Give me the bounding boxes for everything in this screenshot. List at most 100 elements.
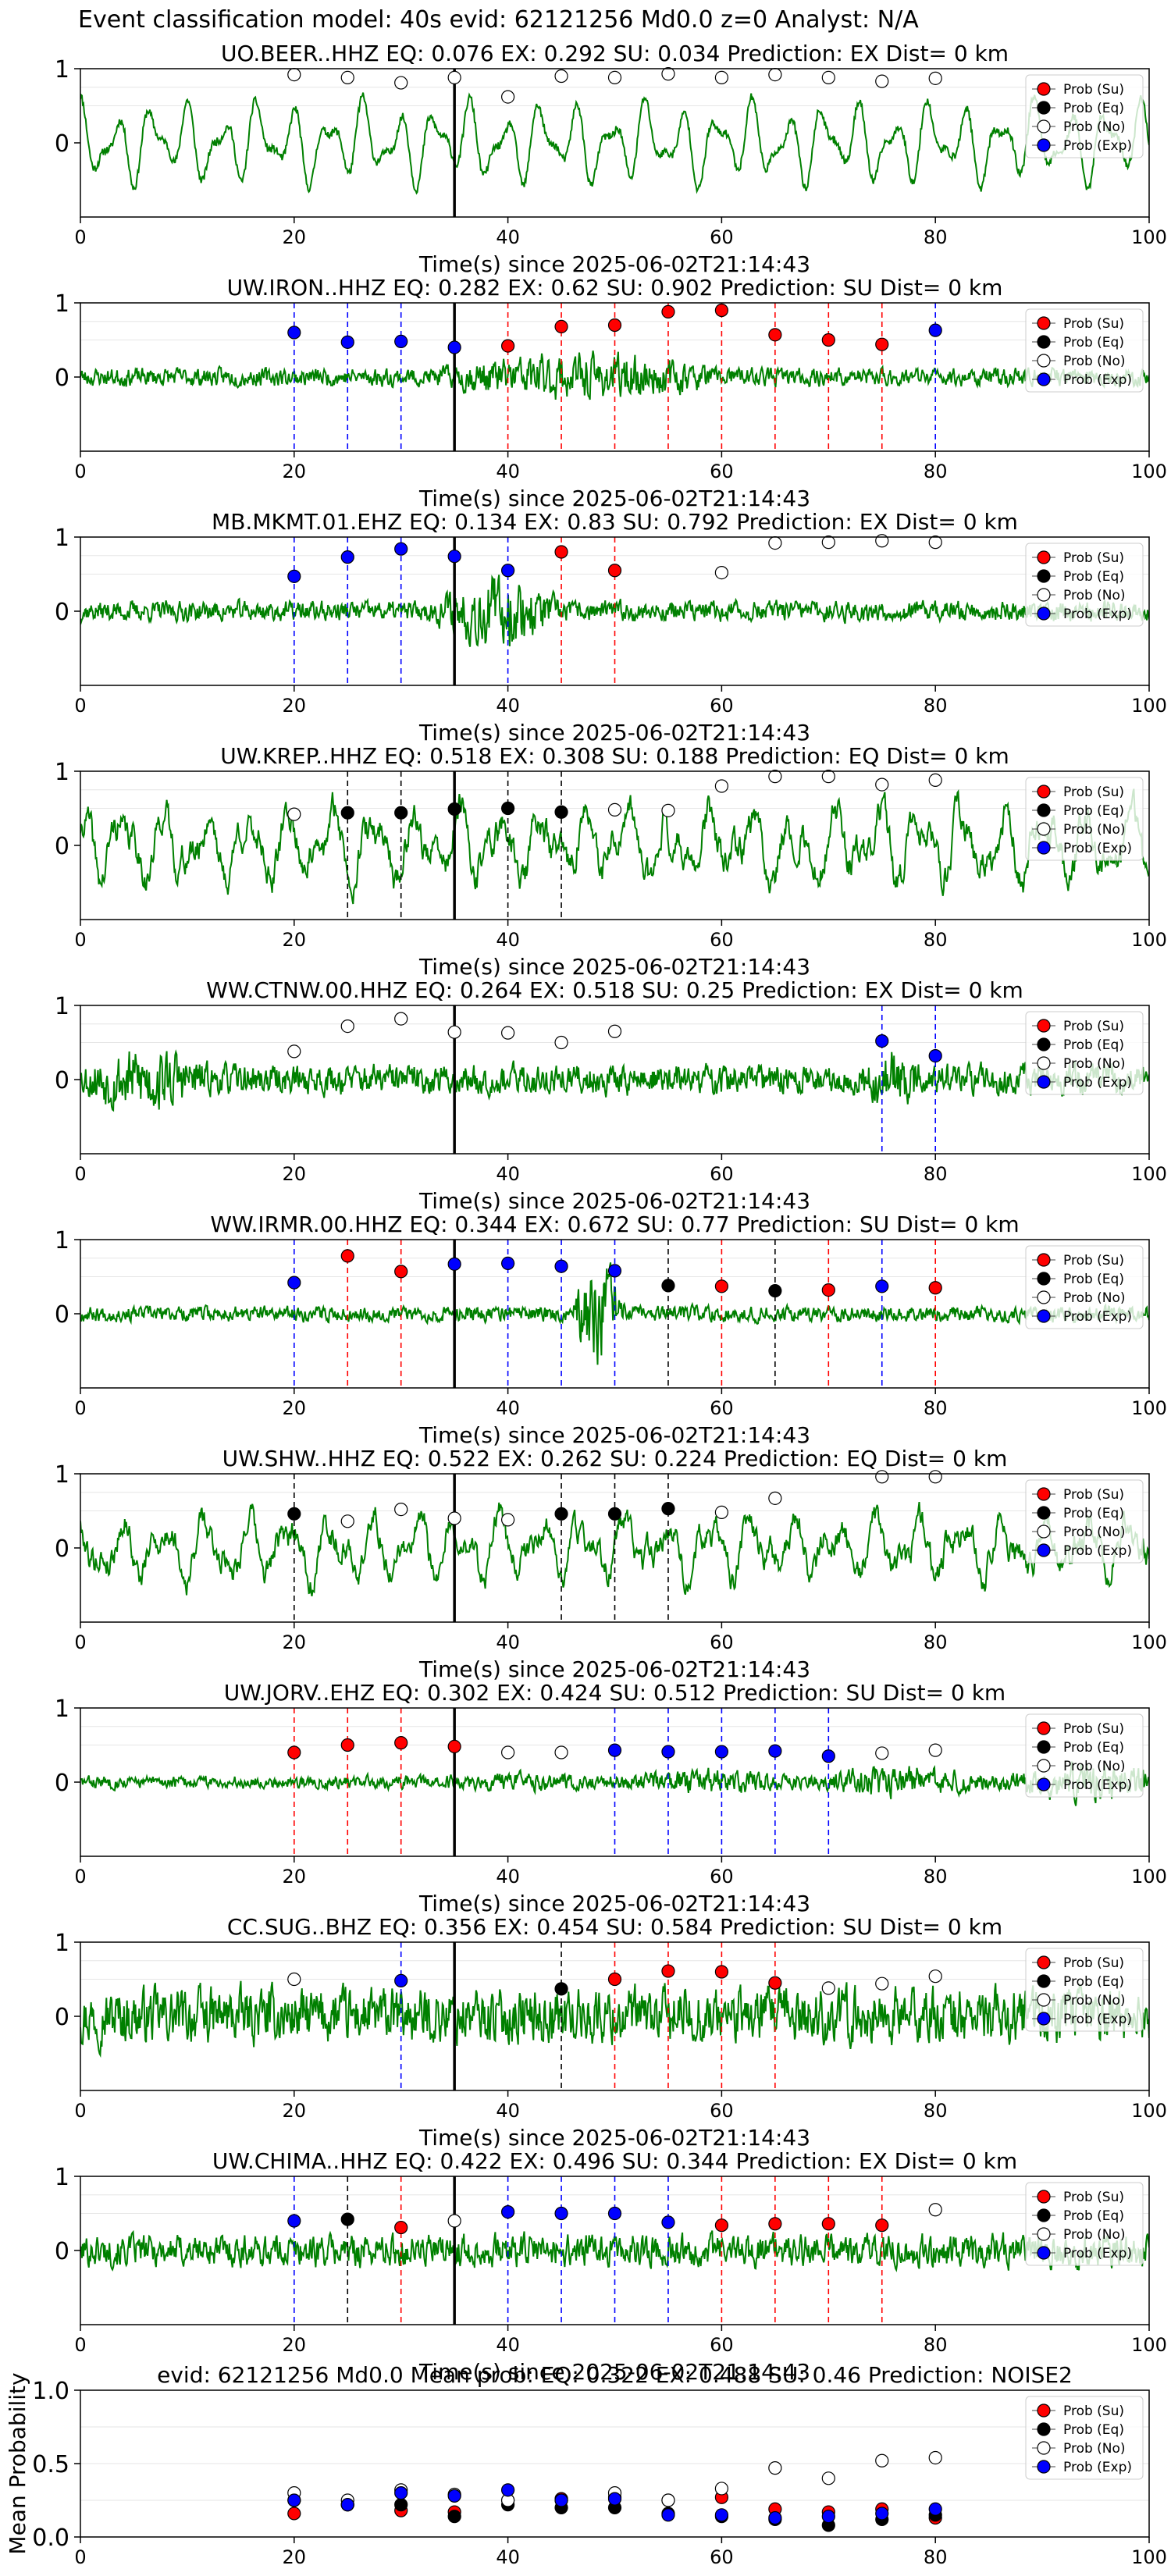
- mean-marker-eq: [394, 2498, 408, 2512]
- prob-marker-su: [928, 1281, 942, 1295]
- x-axis-label: Time(s) since 2025-06-02T21:14:43: [418, 720, 810, 745]
- prob-marker-exp: [394, 334, 408, 348]
- legend-marker-su: [1037, 1955, 1051, 1969]
- legend-frame: [1025, 1713, 1144, 1798]
- x-tick-label: 0: [74, 1397, 86, 1419]
- legend: Prob (Su) Prob (Eq) Prob (No) Prob (Exp): [1025, 308, 1144, 393]
- legend-marker-exp: [1037, 2460, 1051, 2474]
- legend-marker-su: [1037, 82, 1051, 96]
- legend-label: Prob (Eq): [1063, 1740, 1124, 1756]
- axes-frame: [80, 770, 1150, 920]
- prob-marker-exp: [554, 2206, 568, 2221]
- legend-marker-no: [1037, 1056, 1051, 1070]
- legend-label: Prob (Su): [1063, 2190, 1124, 2205]
- legend-marker-exp: [1037, 841, 1051, 855]
- x-tick-label: 60: [710, 1631, 734, 1653]
- prob-marker-no: [500, 1745, 515, 1759]
- legend-marker-exp: [1037, 1777, 1051, 1791]
- prob-marker-no: [287, 1044, 301, 1059]
- legend-marker-exp: [1037, 2246, 1051, 2260]
- x-tick-label: 100: [1131, 1866, 1167, 1888]
- legend-marker-no: [1037, 2227, 1051, 2241]
- prob-marker-exp: [661, 2215, 675, 2229]
- y-tick-label: 0.5: [32, 2451, 69, 2478]
- x-tick-label: 20: [283, 2100, 307, 2122]
- legend-label: Prob (No): [1063, 588, 1126, 603]
- legend-label: Prob (No): [1063, 354, 1126, 369]
- mean-marker-exp: [340, 2498, 354, 2512]
- y-tick-label: 1: [55, 290, 69, 318]
- x-tick-label: 100: [1131, 1397, 1167, 1419]
- x-tick-label: 100: [1131, 1163, 1167, 1185]
- y-tick-label: 1: [55, 1227, 69, 1254]
- x-axis-label: Time(s) since 2025-06-02T21:14:43: [418, 2125, 810, 2151]
- y-tick-label: 0: [55, 1535, 69, 1563]
- x-tick-label: 40: [496, 1397, 520, 1419]
- legend-frame: [1025, 2182, 1144, 2266]
- legend-label: Prob (Eq): [1063, 1506, 1124, 1521]
- legend-frame: [1025, 308, 1144, 393]
- prob-marker-su: [607, 1972, 622, 1987]
- legend-marker-no: [1037, 1525, 1051, 1539]
- legend-label: Prob (No): [1063, 1056, 1126, 1072]
- prob-marker-exp: [928, 323, 942, 337]
- prob-marker-su: [768, 2217, 782, 2231]
- mean-marker-exp: [821, 2510, 835, 2524]
- prob-marker-eq: [500, 801, 515, 816]
- legend-marker-no: [1037, 1290, 1051, 1304]
- mean-marker-eq: [447, 2510, 461, 2524]
- prob-marker-no: [875, 777, 889, 792]
- prob-marker-no: [714, 779, 729, 793]
- panel-9: CC.SUG..BHZ EQ: 0.356 EX: 0.454 SU: 0.58…: [55, 1914, 1167, 2151]
- chart-title: WW.IRMR.00.HHZ EQ: 0.344 EX: 0.672 SU: 0…: [210, 1212, 1019, 1237]
- legend-marker-su: [1037, 2190, 1051, 2204]
- prob-marker-su: [768, 1976, 782, 1990]
- prob-marker-no: [768, 1491, 782, 1505]
- y-tick-label: 0: [55, 1067, 69, 1094]
- prob-marker-exp: [607, 1264, 622, 1278]
- y-tick-label: 1: [55, 1461, 69, 1489]
- legend-label: Prob (Su): [1063, 82, 1124, 98]
- x-tick-label: 60: [710, 2334, 734, 2356]
- prob-marker-su: [607, 318, 622, 333]
- legend-label: Prob (Su): [1063, 2403, 1124, 2419]
- legend: Prob (Su) Prob (Eq) Prob (No) Prob (Exp): [1025, 1948, 1144, 2032]
- y-tick-label: 1: [55, 759, 69, 786]
- prob-marker-exp: [768, 1744, 782, 1758]
- y-tick-label: 0: [55, 599, 69, 626]
- legend-label: Prob (Eq): [1063, 2422, 1124, 2438]
- mean-marker-exp: [394, 2486, 408, 2500]
- y-tick-label: 0: [55, 130, 69, 158]
- prob-marker-eq: [661, 1502, 675, 1516]
- prob-marker-eq: [661, 1279, 675, 1293]
- x-tick-label: 20: [283, 2546, 307, 2568]
- legend-marker-eq: [1037, 569, 1051, 583]
- x-tick-label: 40: [496, 1163, 520, 1185]
- x-tick-label: 80: [924, 695, 948, 717]
- panel-10: UW.CHIMA..HHZ EQ: 0.422 EX: 0.496 SU: 0.…: [55, 2148, 1167, 2385]
- x-tick-label: 80: [924, 2334, 948, 2356]
- x-tick-label: 40: [496, 2100, 520, 2122]
- legend-label: Prob (Exp): [1063, 607, 1132, 622]
- mean-marker-exp: [287, 2493, 301, 2507]
- x-tick-label: 60: [710, 1866, 734, 1888]
- prob-marker-no: [287, 67, 301, 82]
- y-tick-label: 0: [55, 1770, 69, 1797]
- prob-marker-exp: [340, 335, 354, 349]
- legend-label: Prob (No): [1063, 822, 1126, 838]
- y-tick-label: 1: [55, 525, 69, 552]
- prob-marker-no: [821, 70, 835, 85]
- mean-marker-no: [821, 2471, 835, 2485]
- legend-marker-no: [1037, 1759, 1051, 1773]
- prob-marker-exp: [714, 1745, 729, 1759]
- prob-marker-exp: [500, 564, 515, 578]
- legend: Prob (Su) Prob (Eq) Prob (No) Prob (Exp): [1025, 74, 1144, 158]
- chart-title: evid: 62121256 Md0.0 Mean prob: EQ: 0.32…: [157, 2362, 1073, 2388]
- x-tick-label: 20: [283, 1631, 307, 1653]
- legend-frame: [1025, 1479, 1144, 1564]
- prob-marker-su: [768, 328, 782, 342]
- x-axis-label: Time(s) since 2025-06-02T21:14:43: [418, 954, 810, 980]
- x-tick-label: 80: [924, 461, 948, 482]
- y-tick-label: 1: [55, 56, 69, 84]
- prob-marker-exp: [287, 569, 301, 583]
